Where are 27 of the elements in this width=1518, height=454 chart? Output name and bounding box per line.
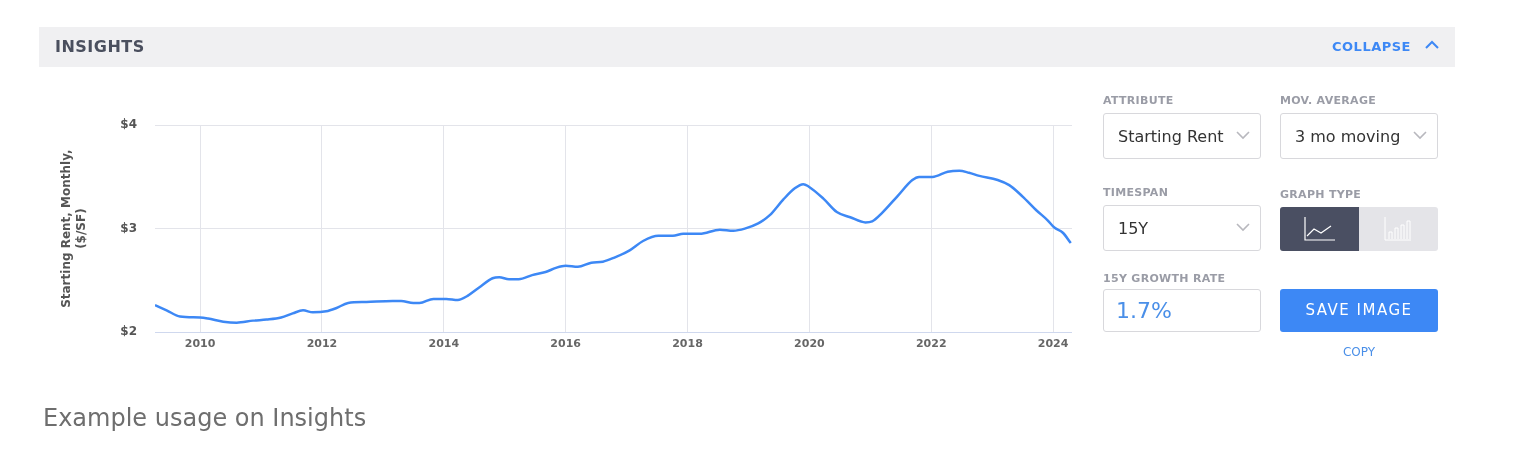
line-series <box>155 169 1072 324</box>
y-tick-label: $4 <box>120 117 137 132</box>
text: TIMESPAN <box>1103 186 1169 199</box>
x-tick-label: 2018 <box>672 337 703 351</box>
y-tick-label: $3 <box>120 220 137 235</box>
text: Example usage on Insights <box>43 404 367 432</box>
text: 3 mo moving <box>1295 127 1401 146</box>
x-tick-label: 2016 <box>550 337 582 351</box>
text: MOV. AVERAGE <box>1280 94 1377 107</box>
x-tick-label: 2024 <box>1037 337 1069 351</box>
text: ATTRIBUTE <box>1103 94 1174 107</box>
x-tick-label: 2014 <box>428 337 460 351</box>
text: Starting Rent <box>1118 127 1224 146</box>
text: 15Y <box>1118 219 1149 238</box>
text: 1.7% <box>1103 289 1261 332</box>
x-tick-label: 2012 <box>306 337 338 351</box>
x-tick-label: 2010 <box>184 337 216 351</box>
text: SAVE IMAGE <box>1280 289 1438 332</box>
text: COLLAPSE <box>1332 39 1411 54</box>
y-axis-title: Starting Rent, Monthly, ($/SF) <box>59 149 88 308</box>
text: COPY <box>1341 345 1377 359</box>
chart-title: INSIGHTS <box>55 37 145 56</box>
text: 15Y GROWTH RATE <box>1103 272 1226 285</box>
x-tick-label: 2020 <box>794 337 826 351</box>
y-tick-label: $2 <box>120 324 137 339</box>
x-tick-label: 2022 <box>915 337 947 351</box>
text: GRAPH TYPE <box>1280 188 1362 201</box>
